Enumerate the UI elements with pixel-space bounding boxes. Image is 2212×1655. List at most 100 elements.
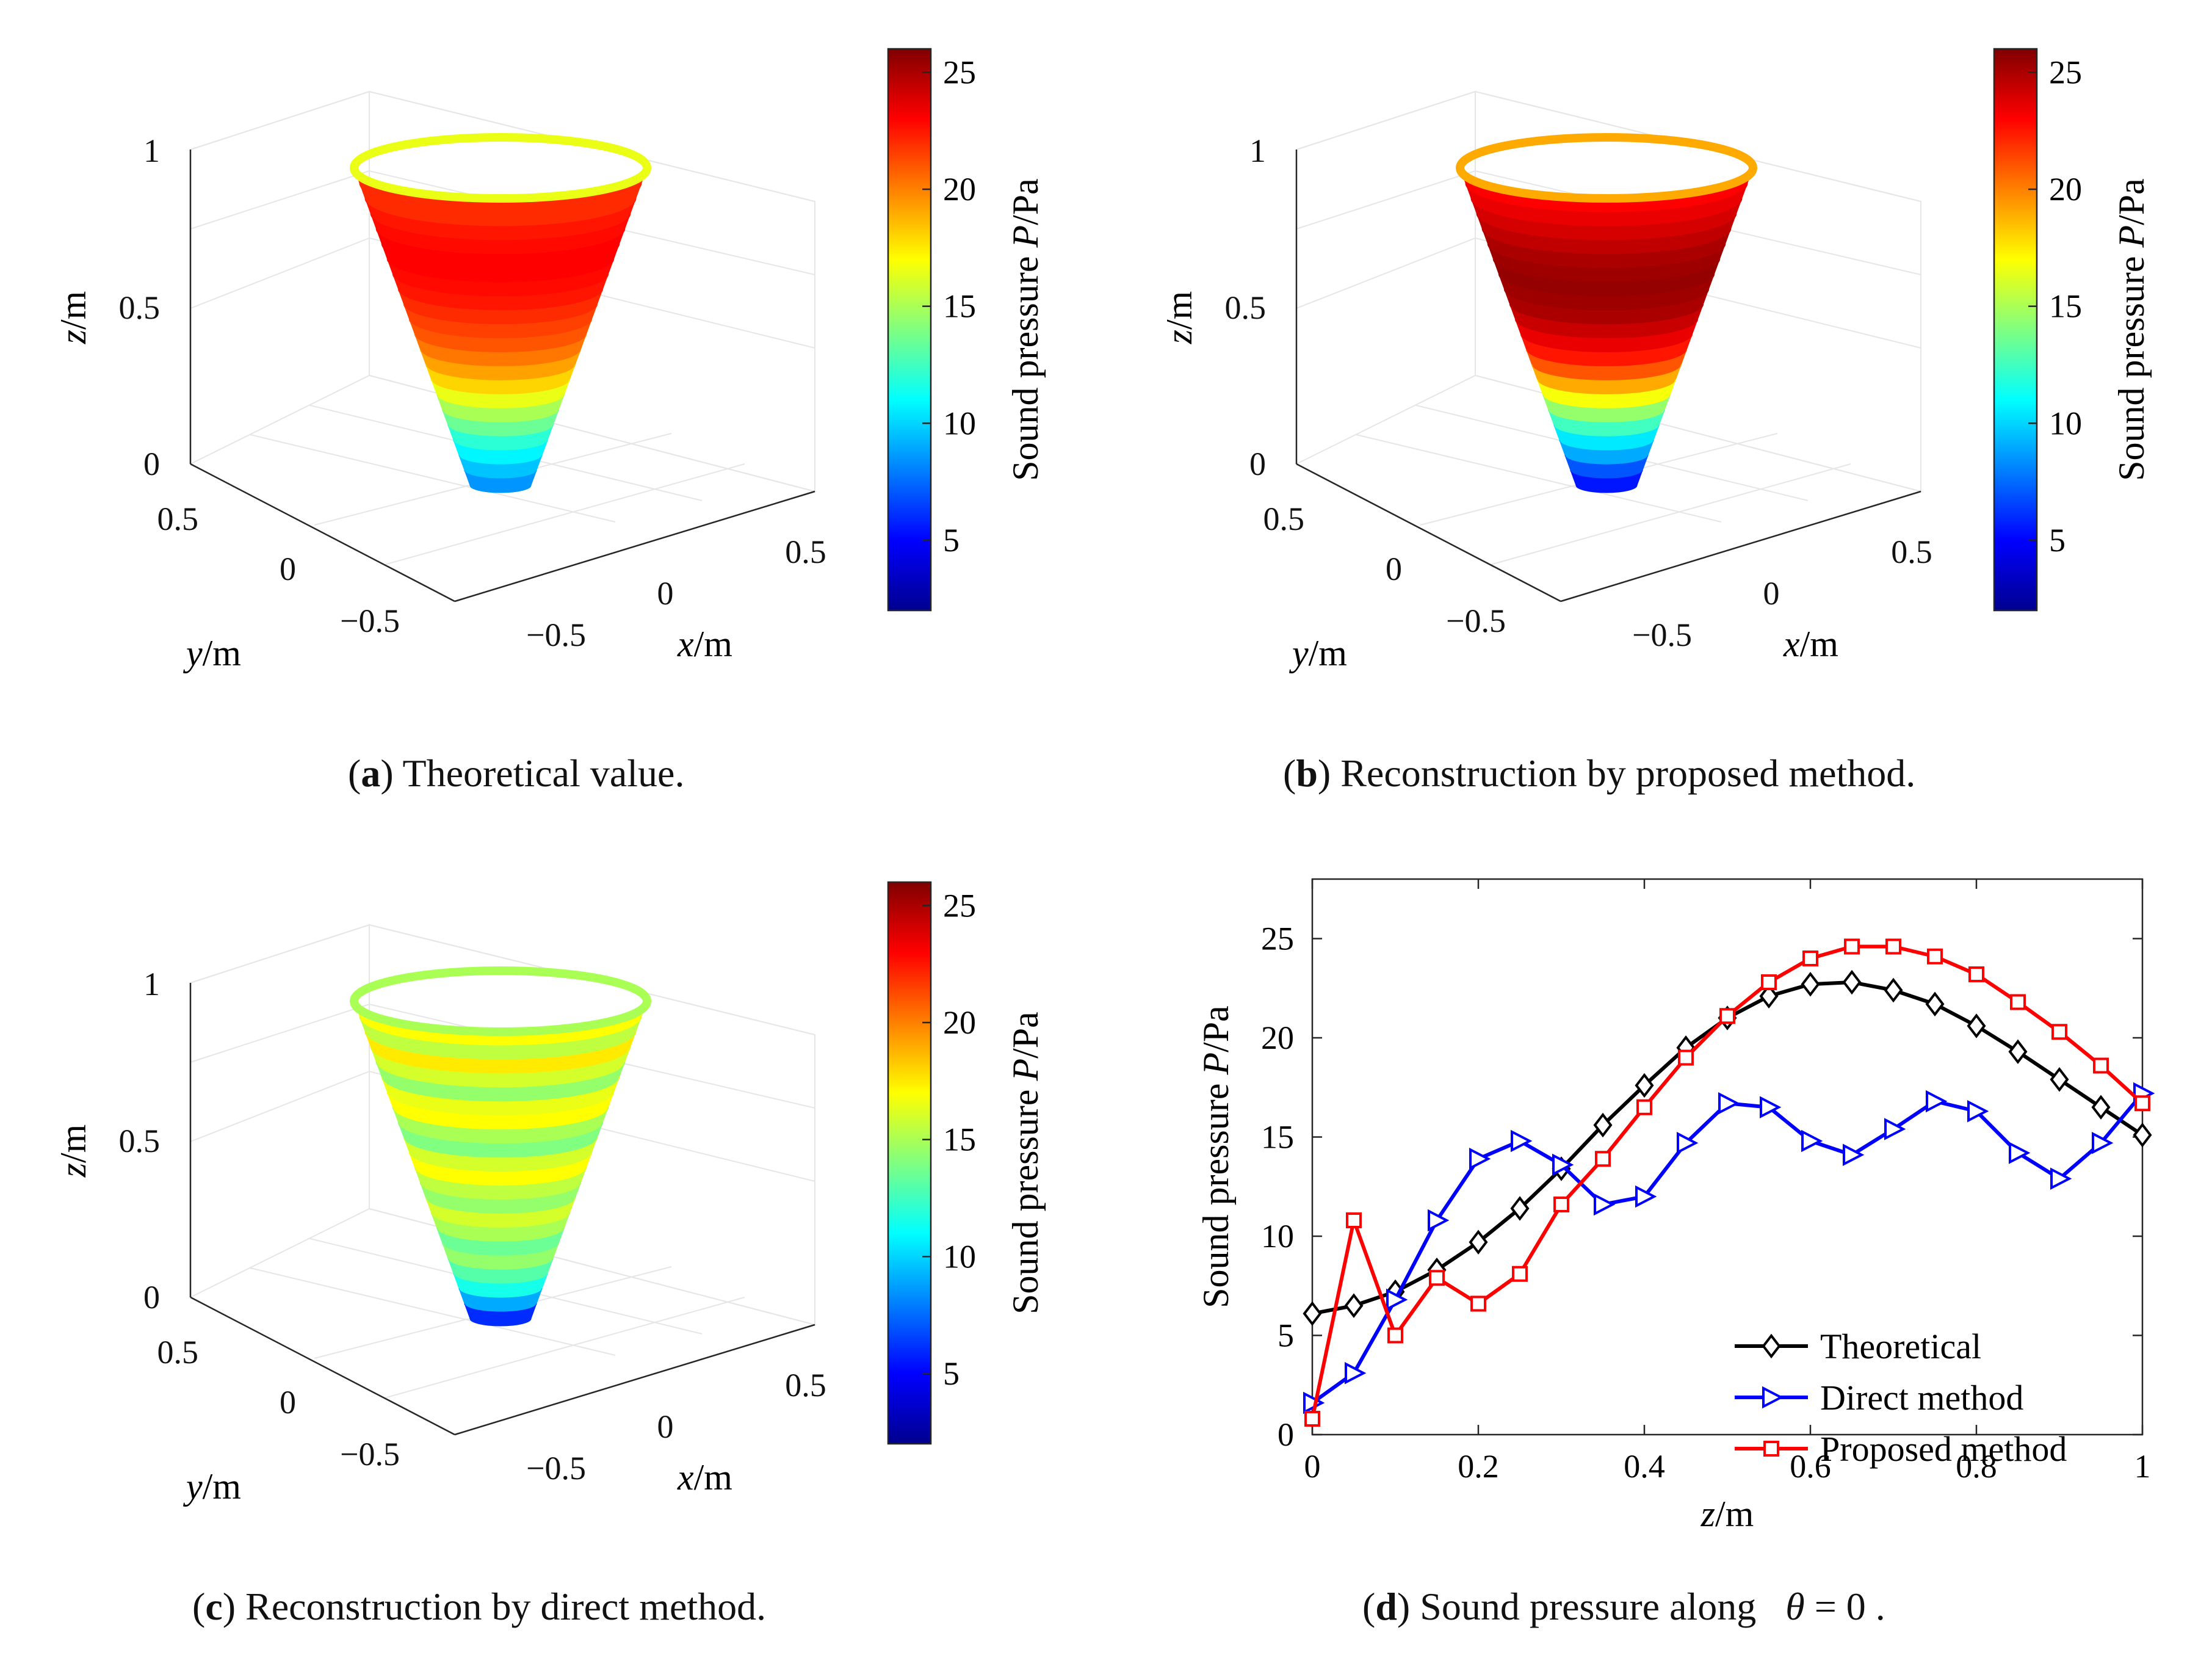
x-axis-label: x/m	[1783, 624, 1838, 664]
floor-grid-line	[384, 463, 745, 565]
z-grid-line	[190, 1004, 370, 1063]
z-axis-var: z	[1159, 330, 1199, 344]
data-point	[1344, 1293, 1364, 1319]
y-axis-line	[1296, 463, 1561, 603]
z-tick-label: 0.5	[119, 1123, 161, 1159]
z-grid-line	[190, 1071, 370, 1142]
data-point	[1304, 1411, 1320, 1427]
y-tick-label: 0	[280, 1384, 296, 1421]
x-tick-label: 1	[2134, 1448, 2151, 1485]
colorbar-label-var: P	[2111, 225, 2152, 248]
data-point	[1553, 1197, 1569, 1212]
colorbar-label-unit: /Pa	[2111, 178, 2152, 225]
y-axis-text: Sound pressure	[1196, 1084, 1236, 1308]
z-tick-label: 0	[143, 446, 160, 482]
colorbar-tick-label: 5	[943, 1355, 960, 1392]
x-tick-label: 0.5	[1891, 534, 1932, 570]
data-point	[1843, 1143, 1865, 1167]
colorbar-label-unit: /Pa	[1005, 178, 1046, 225]
x-axis-var: z	[1701, 1494, 1715, 1534]
colorbar-tick-label: 15	[943, 1121, 976, 1158]
colorbar-label-unit: /Pa	[1005, 1012, 1046, 1059]
legend-item: Direct method	[1735, 1378, 2023, 1418]
y-tick-label: 0.5	[157, 1334, 199, 1371]
data-point	[2093, 1057, 2109, 1074]
x-axis-var: x	[1783, 624, 1800, 664]
colorbar-tick-label: 15	[2049, 288, 2082, 325]
colorbar-tick-label: 25	[943, 54, 976, 90]
colorbar-tick-label: 5	[943, 522, 960, 559]
y-tick-label: −0.5	[340, 603, 400, 639]
data-point	[1635, 1185, 1657, 1208]
z-tick-label: 1	[143, 132, 160, 169]
x-tick-label: 0.2	[1458, 1448, 1499, 1485]
data-point	[1802, 951, 1818, 966]
legend-marker	[1762, 1333, 1781, 1359]
data-point	[1595, 1151, 1611, 1167]
data-point	[2051, 1024, 2067, 1040]
y-tick-label: −0.5	[1446, 603, 1506, 639]
caption-b: (b) Reconstruction by proposed method.	[1283, 751, 1916, 795]
y-tick-label: 25	[1261, 921, 1294, 957]
data-point	[1303, 1301, 1322, 1327]
caption-d-letter: d	[1375, 1585, 1397, 1628]
panel-a: 0 0.5 1 −0.5 0 0.5 0.5 0 −0.5 z/m x/m y/m 5 10 15 20 25 S…	[0, 0, 1106, 830]
surface-plot-b: 00.51−0.500.50.50−0.5z/mx/my/m510152025S…	[1159, 48, 2152, 673]
y-axis-unit: /m	[203, 633, 241, 673]
y-tick-label: 5	[1278, 1317, 1294, 1354]
x-tick-label: 0	[1763, 575, 1780, 612]
y-axis-label: y/m	[183, 1466, 241, 1507]
data-point	[1718, 1092, 1740, 1115]
colorbar-tick-label: 25	[2049, 54, 2082, 90]
y-axis-unit: /m	[1309, 633, 1347, 673]
colorbar-tick-label: 10	[943, 1238, 976, 1275]
data-point	[1760, 1096, 1782, 1119]
cone-band	[464, 1303, 537, 1327]
x-tick-label: −0.5	[526, 1450, 586, 1487]
caption-b-text: ) Reconstruction by proposed method.	[1317, 751, 1916, 795]
y-axis-line	[190, 1296, 455, 1436]
x-tick-label: −0.5	[526, 617, 586, 653]
series-1	[1303, 1082, 2155, 1414]
data-point	[2092, 1131, 2114, 1154]
data-point	[1761, 974, 1777, 990]
floor-grid-line	[384, 1297, 745, 1399]
top-edge	[1296, 90, 1921, 202]
data-point	[1801, 971, 1820, 997]
y-tick-label: 20	[1261, 1019, 1294, 1056]
data-point	[1759, 983, 1779, 1009]
colorbar-label: Sound pressure P/Pa	[1005, 178, 1046, 481]
data-point	[2010, 994, 2026, 1010]
data-point	[2050, 1067, 2069, 1092]
caption-d: (d) Sound pressure along θ = 0 .	[1362, 1585, 1885, 1628]
series-2	[1304, 938, 2150, 1427]
colorbar-tick-label: 20	[2049, 171, 2082, 208]
x-tick-label: −0.5	[1632, 617, 1692, 653]
data-point	[1346, 1212, 1362, 1228]
data-point	[2009, 1142, 2031, 1164]
top-edge	[190, 924, 815, 1035]
data-point	[1925, 991, 1945, 1017]
x-tick-label: 0.5	[785, 1367, 826, 1403]
caption-a-letter: a	[361, 751, 381, 795]
surface-plot-a: 00.51−0.500.50.50−0.5z/mx/my/m510152025S…	[53, 48, 1046, 673]
colorbar	[887, 881, 932, 1445]
y-tick-label: 0	[280, 551, 296, 587]
data-point	[1469, 1147, 1491, 1170]
caption-d-suffix: = 0 .	[1814, 1585, 1885, 1628]
x-tick-label: 0.8	[1956, 1448, 1997, 1485]
x-axis-line	[1560, 490, 1921, 603]
data-point	[1429, 1270, 1445, 1286]
data-point	[1470, 1295, 1486, 1312]
colorbar	[887, 48, 932, 612]
data-point	[1469, 1229, 1488, 1255]
z-axis-unit: /m	[53, 1124, 93, 1163]
cone-rim	[1456, 133, 1757, 203]
legend-item: Theoretical	[1735, 1327, 1981, 1366]
z-tick-label: 0.5	[119, 289, 161, 326]
colorbar-tick-label: 20	[943, 171, 976, 208]
z-grid-line	[1296, 237, 1476, 309]
colorbar-label-var: P	[1005, 225, 1046, 248]
caption-c: (c) Reconstruction by direct method.	[192, 1585, 767, 1628]
x-axis-unit: /m	[694, 624, 732, 664]
